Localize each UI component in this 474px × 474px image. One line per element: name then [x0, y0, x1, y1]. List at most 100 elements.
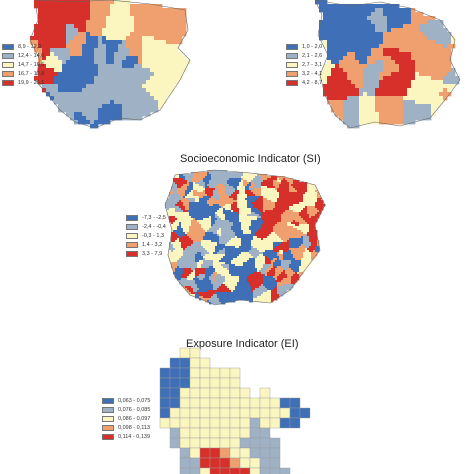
- map-area: [138, 44, 143, 49]
- map-area: [219, 228, 222, 231]
- map-area: [219, 170, 222, 173]
- map-area: [309, 200, 312, 203]
- map-area: [291, 216, 294, 219]
- map-area: [34, 76, 39, 81]
- map-area: [86, 36, 91, 41]
- map-area: [221, 186, 224, 189]
- map-area: [435, 32, 440, 37]
- map-area: [114, 80, 119, 85]
- map-area: [431, 72, 436, 77]
- map-area: [217, 234, 220, 237]
- map-area: [221, 216, 224, 219]
- map-area: [110, 84, 115, 89]
- map-area: [201, 238, 204, 241]
- map-area: [178, 68, 183, 73]
- map-area: [237, 252, 240, 255]
- map-area: [351, 92, 356, 97]
- map-area: [86, 28, 91, 33]
- map-area: [293, 232, 296, 235]
- map-area: [211, 196, 214, 199]
- map-area: [195, 186, 198, 189]
- map-area: [203, 176, 206, 179]
- map-area: [419, 100, 424, 105]
- map-area: [351, 36, 356, 41]
- map-area: [50, 52, 55, 57]
- choropleth-map-top-right: [314, 0, 461, 129]
- map-area: [275, 254, 278, 257]
- map-area: [249, 242, 252, 245]
- map-area: [271, 246, 274, 249]
- map-area: [114, 104, 119, 109]
- map-area: [46, 88, 51, 93]
- map-area: [305, 230, 308, 233]
- map-area: [201, 188, 204, 191]
- map-area: [126, 64, 131, 69]
- map-area: [391, 36, 396, 41]
- map-area: [223, 228, 226, 231]
- map-area: [253, 192, 256, 195]
- map-area: [375, 52, 380, 57]
- map-area: [297, 250, 300, 253]
- map-area: [211, 180, 214, 183]
- map-area: [289, 238, 292, 241]
- map-area: [301, 234, 304, 237]
- map-area: [118, 108, 123, 113]
- map-area: [158, 52, 163, 57]
- map-area: [271, 216, 274, 219]
- map-area: [171, 220, 174, 223]
- map-area: [217, 238, 220, 241]
- map-area: [323, 36, 328, 41]
- map-area: [319, 196, 322, 199]
- map-area: [271, 242, 274, 245]
- map-area: [50, 76, 55, 81]
- map-area: [126, 92, 131, 97]
- map-area: [371, 100, 376, 105]
- map-area: [287, 186, 290, 189]
- map-area: [215, 188, 218, 191]
- map-area: [311, 234, 314, 237]
- map-area: [201, 220, 204, 223]
- map-area: [114, 48, 119, 53]
- map-area: [379, 112, 384, 117]
- map-area: [58, 40, 63, 45]
- map-area: [142, 12, 147, 17]
- map-area: [253, 226, 256, 229]
- map-area: [162, 52, 167, 57]
- map-area: [311, 218, 314, 221]
- map-area: [233, 176, 236, 179]
- map-area: [142, 96, 147, 101]
- map-area: [177, 240, 180, 243]
- map-area: [191, 216, 194, 219]
- map-area: [317, 194, 320, 197]
- map-area: [249, 182, 252, 185]
- map-area: [297, 216, 300, 219]
- map-area: [259, 184, 262, 187]
- map-area: [150, 64, 155, 69]
- map-area: [253, 216, 256, 219]
- map-area: [261, 204, 264, 207]
- map-area: [257, 246, 260, 249]
- map-area: [174, 24, 179, 29]
- map-area: [311, 244, 314, 247]
- map-area: [297, 218, 300, 221]
- map-area: [66, 60, 71, 65]
- map-area: [197, 178, 200, 181]
- map-area: [257, 190, 260, 193]
- map-area: [207, 232, 210, 235]
- map-area: [271, 188, 274, 191]
- map-area: [185, 244, 188, 247]
- map-area: [199, 256, 202, 259]
- map-area: [181, 256, 184, 259]
- map-area: [423, 40, 428, 45]
- map-area: [221, 224, 224, 227]
- map-area: [203, 216, 206, 219]
- map-area: [229, 180, 232, 183]
- map-area: [335, 108, 340, 113]
- map-area: [327, 24, 332, 29]
- map-area: [351, 72, 356, 77]
- map-area: [287, 216, 290, 219]
- map-area: [327, 4, 332, 9]
- map-area: [126, 4, 131, 9]
- map-area: [237, 226, 240, 229]
- map-area: [38, 24, 43, 29]
